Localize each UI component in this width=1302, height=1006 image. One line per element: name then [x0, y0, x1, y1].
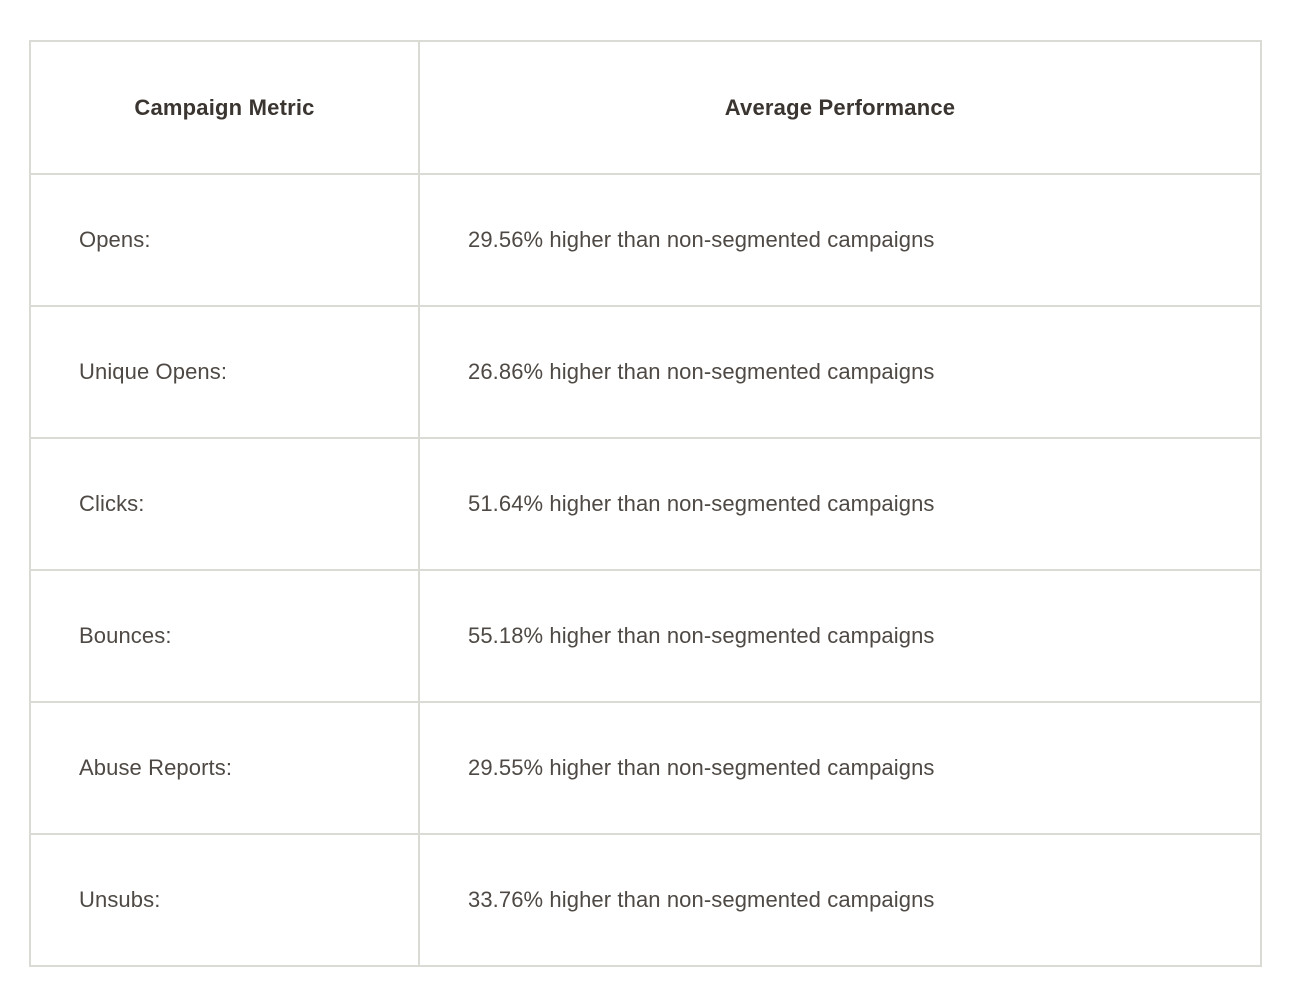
table-row: Unique Opens: 26.86% higher than non-seg… — [29, 305, 1262, 439]
performance-cell: 55.18% higher than non-segmented campaig… — [418, 569, 1262, 703]
campaign-metrics-table: Campaign Metric Average Performance Open… — [29, 40, 1262, 967]
metric-cell: Unique Opens: — [29, 305, 420, 439]
table-row: Bounces: 55.18% higher than non-segmente… — [29, 569, 1262, 703]
table-row: Unsubs: 33.76% higher than non-segmented… — [29, 833, 1262, 967]
column-header-average-performance: Average Performance — [418, 40, 1262, 175]
metric-cell: Abuse Reports: — [29, 701, 420, 835]
metric-cell: Unsubs: — [29, 833, 420, 967]
column-header-campaign-metric: Campaign Metric — [29, 40, 420, 175]
metric-cell: Bounces: — [29, 569, 420, 703]
performance-cell: 51.64% higher than non-segmented campaig… — [418, 437, 1262, 571]
table-row: Abuse Reports: 29.55% higher than non-se… — [29, 701, 1262, 835]
metric-cell: Clicks: — [29, 437, 420, 571]
table-row: Opens: 29.56% higher than non-segmented … — [29, 173, 1262, 307]
table-row: Clicks: 51.64% higher than non-segmented… — [29, 437, 1262, 571]
table-header-row: Campaign Metric Average Performance — [29, 40, 1262, 175]
performance-cell: 29.56% higher than non-segmented campaig… — [418, 173, 1262, 307]
performance-cell: 33.76% higher than non-segmented campaig… — [418, 833, 1262, 967]
performance-cell: 26.86% higher than non-segmented campaig… — [418, 305, 1262, 439]
performance-cell: 29.55% higher than non-segmented campaig… — [418, 701, 1262, 835]
metric-cell: Opens: — [29, 173, 420, 307]
